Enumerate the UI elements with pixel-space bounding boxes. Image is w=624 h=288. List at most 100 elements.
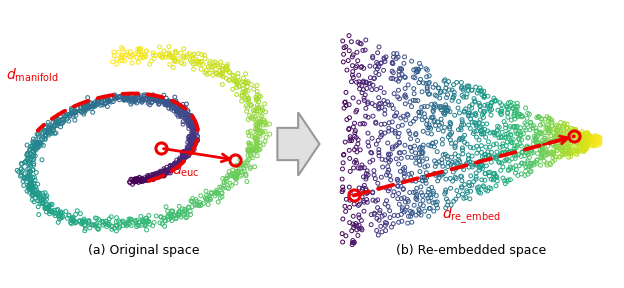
- Point: [410, 75, 420, 80]
- Point: [208, 60, 218, 65]
- Point: [94, 224, 104, 228]
- Point: [124, 99, 134, 103]
- Point: [222, 185, 232, 190]
- Point: [374, 154, 384, 158]
- Point: [172, 158, 182, 162]
- Point: [35, 201, 45, 206]
- Point: [558, 140, 568, 144]
- Point: [252, 154, 262, 158]
- Point: [420, 165, 430, 169]
- Point: [145, 222, 155, 226]
- Point: [221, 176, 231, 181]
- Point: [156, 215, 166, 219]
- Point: [394, 140, 404, 145]
- Point: [370, 64, 380, 69]
- Point: [97, 96, 107, 101]
- Point: [423, 196, 433, 200]
- Point: [352, 50, 362, 54]
- Point: [103, 97, 113, 102]
- Point: [556, 132, 566, 137]
- Point: [25, 148, 35, 153]
- Point: [397, 72, 407, 77]
- Point: [539, 149, 549, 154]
- Point: [56, 210, 66, 214]
- Point: [555, 154, 565, 159]
- Point: [529, 163, 539, 167]
- Point: [179, 149, 189, 154]
- Point: [517, 144, 527, 148]
- Point: [431, 164, 441, 169]
- Point: [430, 159, 440, 163]
- Point: [344, 185, 354, 190]
- Point: [251, 145, 261, 149]
- Point: [359, 98, 369, 103]
- Point: [479, 152, 489, 157]
- Point: [389, 190, 399, 194]
- Point: [179, 62, 189, 66]
- Point: [394, 79, 404, 84]
- Point: [26, 156, 36, 161]
- Point: [45, 130, 55, 134]
- Point: [394, 151, 404, 155]
- Point: [240, 79, 250, 84]
- Point: [16, 174, 26, 179]
- Point: [459, 86, 469, 91]
- Point: [22, 167, 32, 172]
- Point: [36, 136, 46, 141]
- Point: [467, 113, 477, 118]
- Point: [27, 198, 37, 202]
- Point: [531, 129, 541, 134]
- Point: [354, 100, 364, 105]
- Point: [253, 126, 263, 131]
- Point: [184, 118, 194, 123]
- Point: [18, 179, 28, 183]
- Point: [137, 223, 147, 228]
- Point: [138, 219, 148, 223]
- Point: [80, 106, 90, 110]
- Point: [495, 101, 505, 105]
- Point: [344, 127, 354, 132]
- Point: [376, 122, 386, 127]
- Point: [202, 72, 212, 77]
- Point: [193, 138, 203, 143]
- Point: [57, 117, 67, 122]
- Point: [402, 204, 412, 209]
- Point: [345, 156, 355, 161]
- Point: [26, 181, 36, 185]
- Point: [136, 178, 146, 183]
- Point: [187, 60, 197, 64]
- Point: [252, 92, 262, 97]
- Point: [349, 240, 359, 245]
- Point: [147, 175, 157, 179]
- Point: [236, 173, 246, 178]
- Point: [562, 126, 572, 131]
- Point: [391, 113, 401, 118]
- Point: [534, 115, 544, 119]
- Point: [418, 203, 428, 208]
- Point: [359, 96, 369, 101]
- Point: [365, 81, 375, 86]
- Point: [37, 200, 47, 205]
- Point: [457, 148, 467, 152]
- Point: [377, 157, 387, 162]
- Point: [187, 148, 197, 152]
- Point: [172, 102, 182, 107]
- Point: [181, 209, 191, 214]
- Point: [540, 136, 550, 140]
- Point: [22, 174, 32, 179]
- Point: [430, 118, 440, 123]
- Point: [388, 120, 397, 124]
- Point: [411, 196, 421, 201]
- Point: [436, 89, 446, 94]
- Point: [241, 71, 251, 76]
- Point: [590, 141, 600, 146]
- Point: [472, 91, 482, 95]
- Point: [457, 174, 467, 179]
- Point: [109, 50, 119, 54]
- Point: [441, 106, 451, 110]
- Point: [154, 102, 163, 106]
- Point: [24, 154, 34, 159]
- Point: [552, 141, 562, 145]
- Point: [394, 220, 404, 225]
- Point: [120, 96, 130, 101]
